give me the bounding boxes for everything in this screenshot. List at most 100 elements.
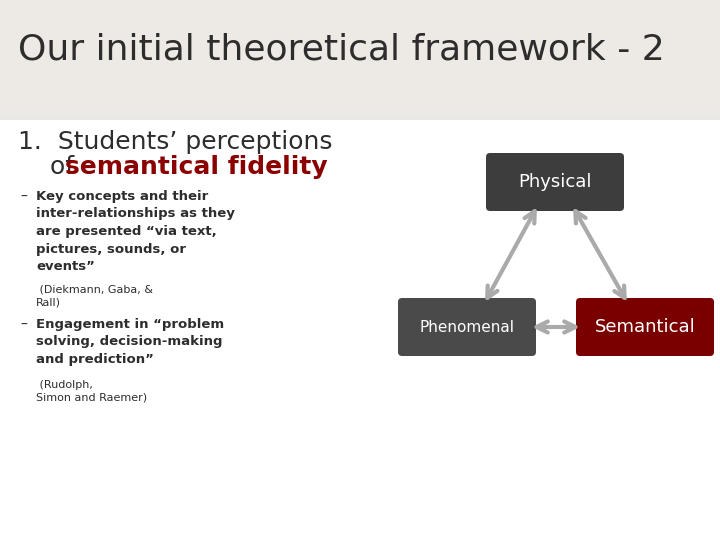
Bar bbox=[0, 61, 720, 62]
Bar bbox=[0, 73, 720, 74]
Bar bbox=[0, 113, 720, 114]
Bar bbox=[0, 28, 720, 29]
Bar bbox=[0, 81, 720, 82]
Bar bbox=[0, 10, 720, 11]
Bar bbox=[0, 26, 720, 27]
Bar bbox=[0, 117, 720, 118]
Text: –: – bbox=[20, 318, 27, 332]
Bar bbox=[0, 1, 720, 2]
Bar bbox=[0, 9, 720, 10]
Bar bbox=[0, 15, 720, 16]
Bar bbox=[0, 8, 720, 9]
Bar bbox=[0, 59, 720, 60]
Text: Key concepts and their
inter-relationships as they
are presented “via text,
pict: Key concepts and their inter-relationshi… bbox=[36, 190, 235, 273]
Bar bbox=[0, 60, 720, 61]
Bar bbox=[0, 58, 720, 59]
Bar bbox=[0, 78, 720, 79]
Bar bbox=[0, 119, 720, 120]
Bar bbox=[0, 86, 720, 87]
Bar bbox=[0, 57, 720, 58]
Bar bbox=[0, 70, 720, 71]
Bar bbox=[0, 89, 720, 90]
Bar bbox=[0, 63, 720, 64]
Bar bbox=[0, 7, 720, 8]
Bar bbox=[0, 65, 720, 66]
Bar bbox=[0, 108, 720, 109]
Bar bbox=[0, 29, 720, 30]
Bar bbox=[0, 92, 720, 93]
Bar bbox=[0, 37, 720, 38]
Bar bbox=[0, 76, 720, 77]
Text: (Diekmann, Gaba, &
Rall): (Diekmann, Gaba, & Rall) bbox=[36, 285, 153, 307]
Bar bbox=[0, 6, 720, 7]
Bar bbox=[0, 48, 720, 49]
Bar bbox=[0, 67, 720, 68]
Bar bbox=[0, 114, 720, 115]
Bar bbox=[0, 94, 720, 95]
Bar bbox=[0, 88, 720, 89]
Bar bbox=[0, 18, 720, 19]
Bar bbox=[0, 107, 720, 108]
Bar bbox=[0, 35, 720, 36]
Bar bbox=[0, 50, 720, 51]
Text: semantical fidelity: semantical fidelity bbox=[65, 155, 328, 179]
Bar bbox=[0, 13, 720, 14]
Bar bbox=[0, 14, 720, 15]
Bar bbox=[0, 43, 720, 44]
Bar bbox=[0, 110, 720, 111]
Bar bbox=[0, 55, 720, 56]
Bar bbox=[0, 49, 720, 50]
Bar bbox=[0, 30, 720, 31]
Bar bbox=[0, 64, 720, 65]
Bar bbox=[0, 99, 720, 100]
Bar bbox=[0, 101, 720, 102]
Bar bbox=[0, 69, 720, 70]
Bar bbox=[0, 83, 720, 84]
Bar bbox=[0, 21, 720, 22]
Bar bbox=[0, 68, 720, 69]
Bar bbox=[0, 11, 720, 12]
Bar bbox=[0, 23, 720, 24]
FancyBboxPatch shape bbox=[486, 153, 624, 211]
Bar bbox=[0, 22, 720, 23]
Text: Engagement in “problem
solving, decision-making
and prediction”: Engagement in “problem solving, decision… bbox=[36, 318, 224, 366]
Bar bbox=[0, 42, 720, 43]
Bar bbox=[0, 40, 720, 41]
Bar bbox=[0, 36, 720, 37]
Bar bbox=[0, 52, 720, 53]
Bar bbox=[0, 41, 720, 42]
Bar bbox=[0, 38, 720, 39]
Bar bbox=[0, 32, 720, 33]
Bar bbox=[0, 106, 720, 107]
Bar bbox=[0, 27, 720, 28]
FancyBboxPatch shape bbox=[398, 298, 536, 356]
Bar bbox=[0, 4, 720, 5]
Bar bbox=[0, 102, 720, 103]
Bar bbox=[0, 20, 720, 21]
Bar bbox=[0, 2, 720, 3]
Bar bbox=[0, 71, 720, 72]
Bar bbox=[0, 39, 720, 40]
Text: 1.  Students’ perceptions: 1. Students’ perceptions bbox=[18, 130, 333, 154]
Bar bbox=[0, 87, 720, 88]
Bar bbox=[0, 91, 720, 92]
Bar bbox=[0, 5, 720, 6]
Text: Phenomenal: Phenomenal bbox=[420, 320, 515, 334]
Bar bbox=[0, 0, 720, 1]
Text: Semantical: Semantical bbox=[595, 318, 696, 336]
Bar bbox=[0, 100, 720, 101]
FancyBboxPatch shape bbox=[576, 298, 714, 356]
Text: of: of bbox=[18, 155, 82, 179]
Bar bbox=[0, 54, 720, 55]
Bar bbox=[0, 93, 720, 94]
Bar bbox=[0, 77, 720, 78]
Bar bbox=[0, 115, 720, 116]
Bar bbox=[0, 46, 720, 47]
Bar bbox=[0, 44, 720, 45]
Bar bbox=[0, 24, 720, 25]
Bar bbox=[0, 96, 720, 97]
Bar bbox=[0, 16, 720, 17]
Bar bbox=[0, 97, 720, 98]
Text: Physical: Physical bbox=[518, 173, 592, 191]
Bar bbox=[0, 98, 720, 99]
